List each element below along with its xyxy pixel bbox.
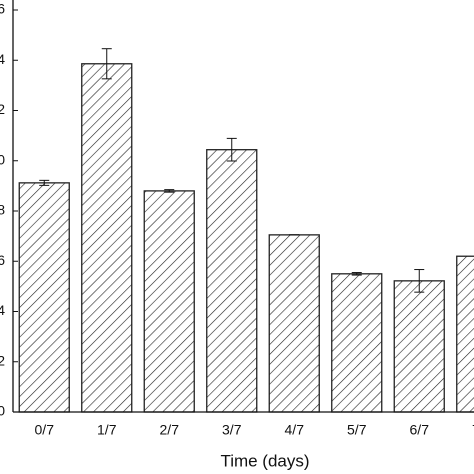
y-tick-label: 4 xyxy=(0,302,5,318)
x-tick-label: 1/7 xyxy=(97,422,117,438)
x-tick-label: 7/7 xyxy=(472,422,474,438)
bar xyxy=(456,255,474,413)
x-tick-label: 2/7 xyxy=(160,422,180,438)
x-tick-label: 0/7 xyxy=(35,422,55,438)
x-axis-title: Time (days) xyxy=(220,451,309,470)
y-tick-label: 14 xyxy=(0,51,5,67)
x-tick-label: 3/7 xyxy=(222,422,242,438)
bar xyxy=(331,273,383,413)
bar xyxy=(143,190,195,413)
y-tick-label: 16 xyxy=(0,1,5,17)
x-tick-label: 5/7 xyxy=(347,422,367,438)
y-tick-label: 10 xyxy=(0,151,5,167)
y-tick-label: 8 xyxy=(0,202,5,218)
bar xyxy=(206,149,258,413)
x-tick-label: 4/7 xyxy=(285,422,305,438)
bar xyxy=(81,63,133,413)
y-tick-label: 0 xyxy=(0,403,5,419)
bar xyxy=(18,182,70,413)
bar xyxy=(393,280,445,413)
y-tick-label: 2 xyxy=(0,352,5,368)
y-tick-label: 12 xyxy=(0,101,5,117)
y-tick-label: 6 xyxy=(0,252,5,268)
x-tick-label: 6/7 xyxy=(410,422,430,438)
bar xyxy=(268,234,320,413)
